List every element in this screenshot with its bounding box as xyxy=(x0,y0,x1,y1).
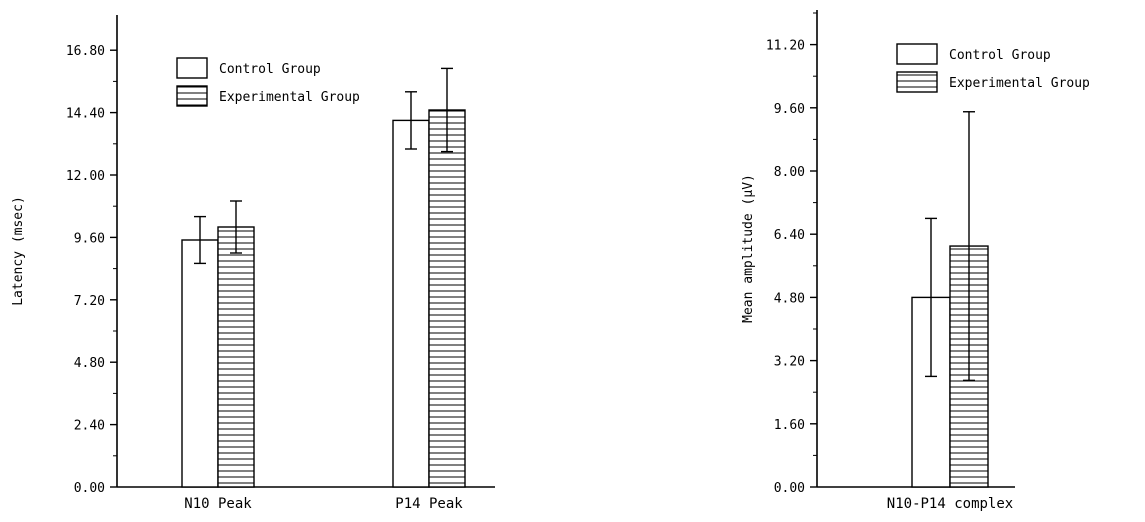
y-tick-label-4-80: 4.80 xyxy=(74,356,105,371)
y-tick-label-8-00: 8.00 xyxy=(774,165,805,180)
legend-label-experimental-group: Experimental Group xyxy=(949,76,1090,91)
legend-swatch-experimental-group xyxy=(896,71,938,93)
y-tick-label-11-20: 11.20 xyxy=(766,39,805,54)
amplitude-chart: 0.00 1.60 3.20 4.80 6.40 8.00 9.60 11.20 Mean am… xyxy=(741,10,1090,512)
legend-swatch-experimental-group xyxy=(176,85,208,107)
category-label-n10-peak: N10 Peak xyxy=(184,496,252,512)
legend-swatch-control-group xyxy=(176,57,208,79)
legend-label-control-group: Control Group xyxy=(949,48,1051,63)
category-label-p14-peak: P14 Peak xyxy=(395,496,463,512)
bar-p14-peak-control-group xyxy=(392,119,430,488)
legend-label-experimental-group: Experimental Group xyxy=(219,90,360,105)
legend-swatch-control-group xyxy=(896,43,938,65)
y-axis-title: Latency (msec) xyxy=(11,196,26,306)
bar-n10-peak-control-group xyxy=(181,239,219,488)
bar-n10-peak-experimental-group xyxy=(217,226,255,488)
y-tick-label-3-20: 3.20 xyxy=(774,355,805,370)
category-label-n10-p14-complex: N10-P14 complex xyxy=(887,496,1013,512)
y-tick-label-7-20: 7.20 xyxy=(74,294,105,309)
y-tick-label-0-00: 0.00 xyxy=(774,481,805,496)
bar-p14-peak-experimental-group xyxy=(428,109,466,488)
y-tick-label-9-60: 9.60 xyxy=(74,231,105,246)
y-tick-label-1-60: 1.60 xyxy=(774,418,805,433)
y-tick-label-0-00: 0.00 xyxy=(74,481,105,496)
latency-chart: 0.00 2.40 4.80 7.20 9.60 12.00 14.40 16.80 Laten… xyxy=(11,15,495,512)
legend-label-control-group: Control Group xyxy=(219,62,321,77)
y-tick-label-16-80: 16.80 xyxy=(66,44,105,59)
y-tick-label-14-40: 14.40 xyxy=(66,107,105,122)
y-tick-label-6-40: 6.40 xyxy=(774,228,805,243)
y-tick-label-2-40: 2.40 xyxy=(74,419,105,434)
y-tick-label-9-60: 9.60 xyxy=(774,102,805,117)
y-axis-title: Mean amplitude (µV) xyxy=(741,174,756,323)
y-tick-label-4-80: 4.80 xyxy=(774,291,805,306)
y-tick-label-12-00: 12.00 xyxy=(66,169,105,184)
